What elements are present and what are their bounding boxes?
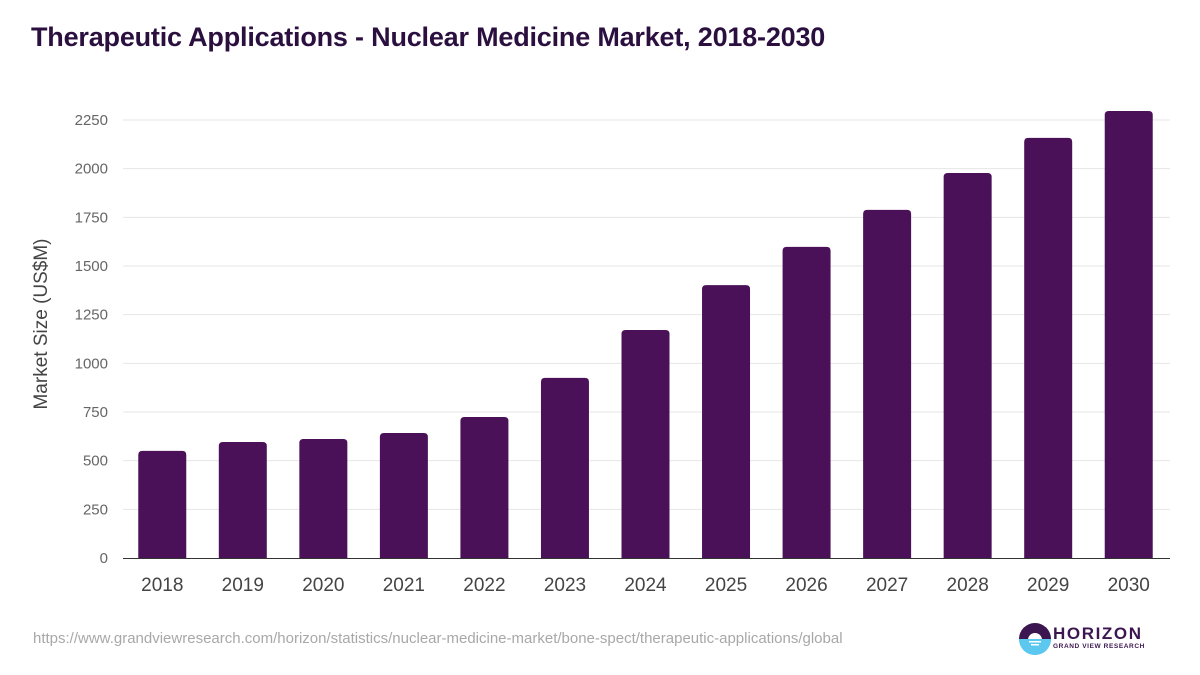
bar-2020[interactable]: [299, 439, 348, 558]
x-tick-label: 2027: [866, 575, 908, 596]
x-tick-label: 2023: [544, 575, 586, 596]
y-tick-label: 750: [83, 404, 108, 421]
chart-title: Therapeutic Applications - Nuclear Medic…: [31, 22, 826, 52]
logo-subtitle: GRAND VIEW RESEARCH: [1053, 643, 1145, 650]
bar-2030[interactable]: [1104, 111, 1153, 558]
bar-2019[interactable]: [218, 441, 267, 558]
bar-2021[interactable]: [379, 433, 428, 558]
bar-2029[interactable]: [1024, 137, 1073, 558]
logo-name: HORIZON: [1053, 624, 1143, 643]
x-tick-label: 2020: [302, 575, 344, 596]
x-tick-label: 2022: [463, 575, 505, 596]
x-tick-label: 2029: [1027, 575, 1069, 596]
y-tick-label: 500: [83, 453, 108, 470]
x-tick-label: 2025: [705, 575, 747, 596]
horizon-logo: HORIZON GRAND VIEW RESEARCH: [1019, 622, 1159, 656]
x-tick-label: 2028: [947, 575, 989, 596]
bar-2027[interactable]: [863, 209, 912, 558]
source-url[interactable]: https://www.grandviewresearch.com/horizo…: [33, 630, 843, 647]
bar-2026[interactable]: [782, 246, 831, 558]
y-tick-label: 1500: [75, 258, 108, 275]
x-tick-label: 2018: [141, 575, 183, 596]
bar-2022[interactable]: [460, 417, 509, 558]
bar-2023[interactable]: [540, 377, 589, 558]
x-tick-label: 2026: [785, 575, 827, 596]
y-tick-label: 1250: [75, 307, 108, 324]
x-axis-ticks: 2018 2019 2020 2021 2022 2023 2024 2025 2026 2027…: [141, 575, 1150, 596]
y-axis-ticks: 0 250 500 750 1000 1250 1500 1750 2000 2250: [75, 112, 108, 567]
bars: [138, 111, 1153, 558]
x-tick-label: 2024: [624, 575, 667, 596]
y-tick-label: 1750: [75, 209, 108, 226]
bar-2025[interactable]: [702, 285, 751, 558]
y-tick-label: 0: [100, 550, 108, 567]
x-tick-label: 2030: [1108, 575, 1150, 596]
y-tick-label: 2000: [75, 161, 108, 178]
y-axis-label: Market Size (US$M): [31, 238, 52, 409]
x-tick-label: 2021: [383, 575, 425, 596]
x-tick-label: 2019: [222, 575, 264, 596]
y-tick-label: 2250: [75, 112, 108, 129]
y-tick-label: 1000: [75, 355, 108, 372]
bar-2024[interactable]: [621, 330, 670, 558]
bar-2028[interactable]: [943, 172, 992, 558]
y-tick-label: 250: [83, 501, 108, 518]
bar-2018[interactable]: [138, 450, 187, 558]
horizon-logo-icon: [1019, 623, 1051, 655]
